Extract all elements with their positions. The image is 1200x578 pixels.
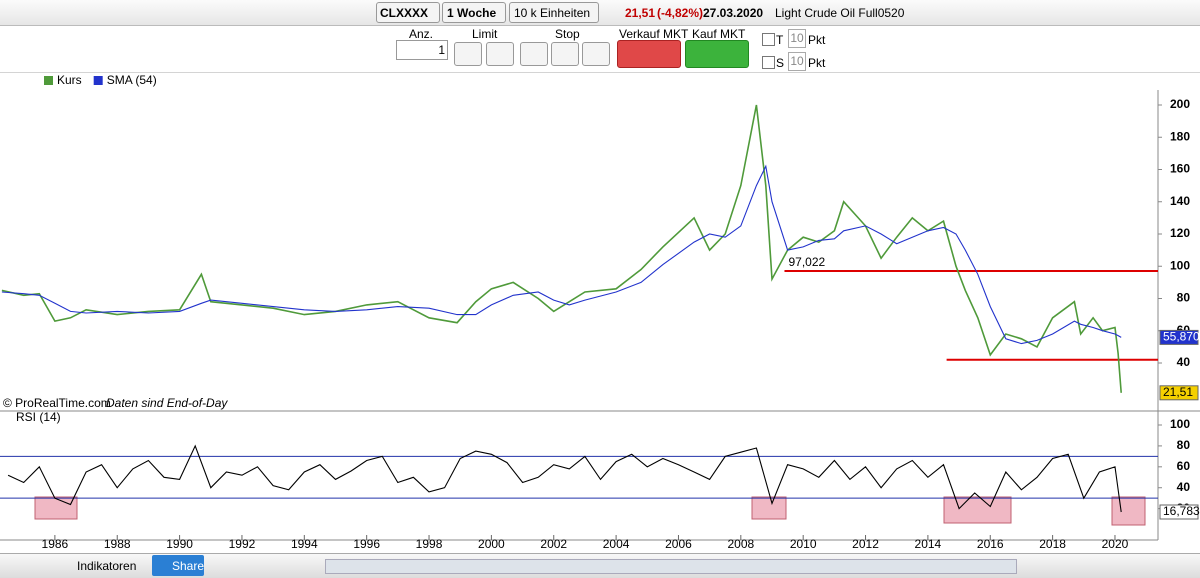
- x-tick-label: 1986: [42, 537, 69, 551]
- scrollbar[interactable]: [325, 559, 1017, 574]
- s-checkbox[interactable]: [762, 56, 775, 69]
- x-tick-label: 2014: [915, 537, 942, 551]
- x-tick-label: 2008: [727, 537, 754, 551]
- rsi-title: RSI (14): [16, 410, 61, 424]
- units[interactable]: 10 k Einheiten: [514, 6, 591, 20]
- sell-label: Verkauf MKT: [619, 27, 689, 41]
- legend-entry: Kurs: [57, 73, 82, 87]
- y-tick-label: 100: [1170, 258, 1190, 272]
- bottom-toolbar: Indikatoren Share: [0, 553, 1200, 578]
- x-tick-label: 1994: [291, 537, 318, 551]
- legend-swatch: [44, 76, 53, 85]
- timeframe-select[interactable]: [442, 2, 506, 23]
- limit-label: Limit: [472, 27, 498, 41]
- y-tick-label: 100: [1170, 417, 1190, 431]
- symbol[interactable]: CLXXXX: [380, 6, 429, 20]
- instrument: Light Crude Oil Full0520: [775, 6, 905, 20]
- stop-label: Stop: [555, 27, 580, 41]
- s-unit: Pkt: [808, 56, 826, 70]
- indicators-button[interactable]: Indikatoren: [77, 559, 137, 573]
- top-toolbar: CLXXXX 1 Woche 10 k Einheiten 21,51 (-4,…: [0, 0, 1200, 26]
- x-tick-label: 1988: [104, 537, 131, 551]
- y-tick-label: 80: [1177, 291, 1191, 305]
- price-change: (-4,82%): [657, 6, 704, 20]
- x-tick-label: 1996: [353, 537, 380, 551]
- y-tick-label: 180: [1170, 129, 1190, 143]
- oversold-zone: [34, 496, 78, 520]
- x-tick-label: 2004: [603, 537, 630, 551]
- legend-swatch: [93, 76, 103, 85]
- symbol-select[interactable]: [376, 2, 440, 23]
- t-input[interactable]: 10: [788, 29, 806, 48]
- price-marker-label: 16,783: [1163, 504, 1200, 518]
- price-marker: [1159, 329, 1199, 345]
- x-tick-label: 2002: [540, 537, 567, 551]
- y-tick-label: 120: [1170, 226, 1190, 240]
- qty-input[interactable]: 1: [396, 40, 448, 60]
- copyright: © ProRealTime.com: [3, 396, 111, 410]
- x-tick-label: 2010: [790, 537, 817, 551]
- share-button[interactable]: Share: [172, 559, 205, 573]
- x-tick-label: 2006: [665, 537, 692, 551]
- price-marker-label: 21,51: [1163, 385, 1193, 399]
- units-select[interactable]: [509, 2, 599, 23]
- y-tick-label: 200: [1170, 97, 1190, 111]
- chart: © ProRealTime.com Daten sind End-of-Day …: [0, 72, 1200, 551]
- sell-button[interactable]: [617, 40, 681, 68]
- oversold-zone: [1111, 496, 1146, 526]
- x-tick-label: 2016: [977, 537, 1004, 551]
- x-tick-label: 2018: [1039, 537, 1066, 551]
- y-tick-label: 40: [1177, 355, 1191, 369]
- qty-label: Anz.: [409, 27, 434, 41]
- t-checkbox[interactable]: [762, 33, 775, 46]
- date: 27.03.2020: [703, 6, 764, 20]
- stop-button-1[interactable]: [520, 42, 548, 66]
- series-line: [7, 444, 1122, 513]
- y-tick-label: 160: [1170, 162, 1190, 176]
- stop-button-2[interactable]: [551, 42, 579, 66]
- limit-sell-button[interactable]: [486, 42, 514, 66]
- share-button-bg[interactable]: [152, 555, 204, 576]
- series-line: [1, 164, 1122, 345]
- x-tick-label: 2012: [852, 537, 879, 551]
- level-label: 97,022: [788, 255, 825, 269]
- buy-label: Kauf MKT: [692, 27, 746, 41]
- x-tick-label: 1990: [166, 537, 193, 551]
- price-marker-label: 55,870: [1163, 330, 1200, 344]
- y-tick-label: 80: [1177, 438, 1191, 452]
- oversold-zone: [943, 496, 1012, 524]
- y-tick-label: 140: [1170, 194, 1190, 208]
- timeframe[interactable]: 1 Woche: [447, 6, 497, 20]
- x-tick-label: 2000: [478, 537, 505, 551]
- y-tick-label: 40: [1177, 480, 1191, 494]
- x-tick-label: 1998: [416, 537, 443, 551]
- stop-button-3[interactable]: [582, 42, 610, 66]
- price-marker: [1159, 385, 1199, 401]
- oversold-zone: [751, 496, 787, 520]
- price-marker: [1159, 504, 1199, 520]
- x-tick-label: 2020: [1102, 537, 1129, 551]
- buy-button[interactable]: [685, 40, 749, 68]
- s-input[interactable]: 10: [788, 52, 806, 71]
- s-label: S: [776, 56, 785, 70]
- legend-entry: SMA (54): [107, 73, 157, 87]
- last-price: 21,51: [625, 6, 656, 20]
- data-note: Daten sind End-of-Day: [106, 396, 228, 410]
- t-unit: Pkt: [808, 33, 826, 47]
- series-line: [1, 104, 1122, 393]
- limit-buy-button[interactable]: [454, 42, 482, 66]
- x-tick-label: 1992: [229, 537, 256, 551]
- axis-bg: [1158, 90, 1200, 550]
- y-tick-label: 60: [1177, 459, 1191, 473]
- t-label: T: [776, 33, 784, 47]
